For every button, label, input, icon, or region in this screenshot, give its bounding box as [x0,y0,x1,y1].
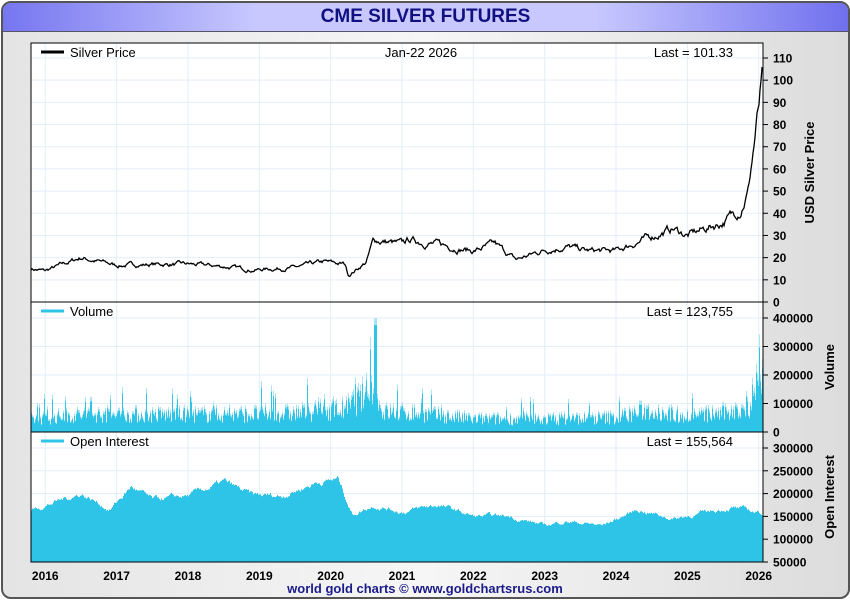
y-tick-label: 30 [773,229,787,243]
y-tick-label: 250000 [773,464,813,478]
y-tick-label: 200000 [773,487,813,501]
last-value-volume: Last = 123,755 [647,304,733,319]
x-tick-label: 2017 [103,569,130,583]
chart-date: Jan-22 2026 [385,45,457,60]
y-tick-label: 50 [773,185,787,199]
y-tick-label: 20 [773,251,787,265]
y-tick-label: 300000 [773,340,813,354]
y-tick-label: 0 [773,296,780,310]
x-tick-label: 2021 [389,569,416,583]
last-value-price: Last = 101.33 [654,45,733,60]
y-tick-label: 200000 [773,369,813,383]
footer-credit: world gold charts © www.goldchartsrus.co… [287,581,563,596]
y-tick-label: 60 [773,162,787,176]
y-tick-label: 10 [773,273,787,287]
x-tick-label: 2018 [175,569,202,583]
x-tick-label: 2026 [745,569,772,583]
y-tick-label: 100000 [773,533,813,547]
legend-label-volume: Volume [70,304,113,319]
chart-header: CME SILVER FUTURES [3,3,848,32]
volume-bars [31,318,763,432]
y-tick-label: 100 [773,74,793,88]
y-tick-label: 70 [773,140,787,154]
y-tick-label: 300000 [773,442,813,456]
y-tick-label: 110 [773,52,793,66]
chart-title: CME SILVER FUTURES [320,6,531,27]
open-interest-bars [31,475,763,562]
y-tick-label: 90 [773,96,787,110]
price-line [30,66,764,277]
x-tick-label: 2019 [246,569,273,583]
y-tick-label: 100000 [773,397,813,411]
legend-label-price: Silver Price [70,45,136,60]
plot-area-price [31,43,763,302]
y-axis-label: Volume [822,344,837,390]
y-tick-label: 0 [773,426,780,440]
y-tick-label: 80 [773,118,787,132]
x-tick-label: 2020 [317,569,344,583]
y-tick-label: 400000 [773,312,813,326]
x-tick-label: 2016 [32,569,59,583]
x-tick-label: 2022 [460,569,487,583]
plot-border-open-interest [30,431,764,563]
x-tick-label: 2025 [674,569,701,583]
x-tick-label: 2023 [531,569,558,583]
last-value-open-interest: Last = 155,564 [647,434,733,449]
legend-label-open-interest: Open Interest [70,434,149,449]
x-tick-label: 2024 [603,569,630,583]
y-tick-label: 40 [773,207,787,221]
y-tick-label: 150000 [773,510,813,524]
y-axis-label: USD Silver Price [802,122,817,224]
y-axis-label: Open Interest [822,454,837,538]
y-tick-label: 50000 [773,556,807,570]
